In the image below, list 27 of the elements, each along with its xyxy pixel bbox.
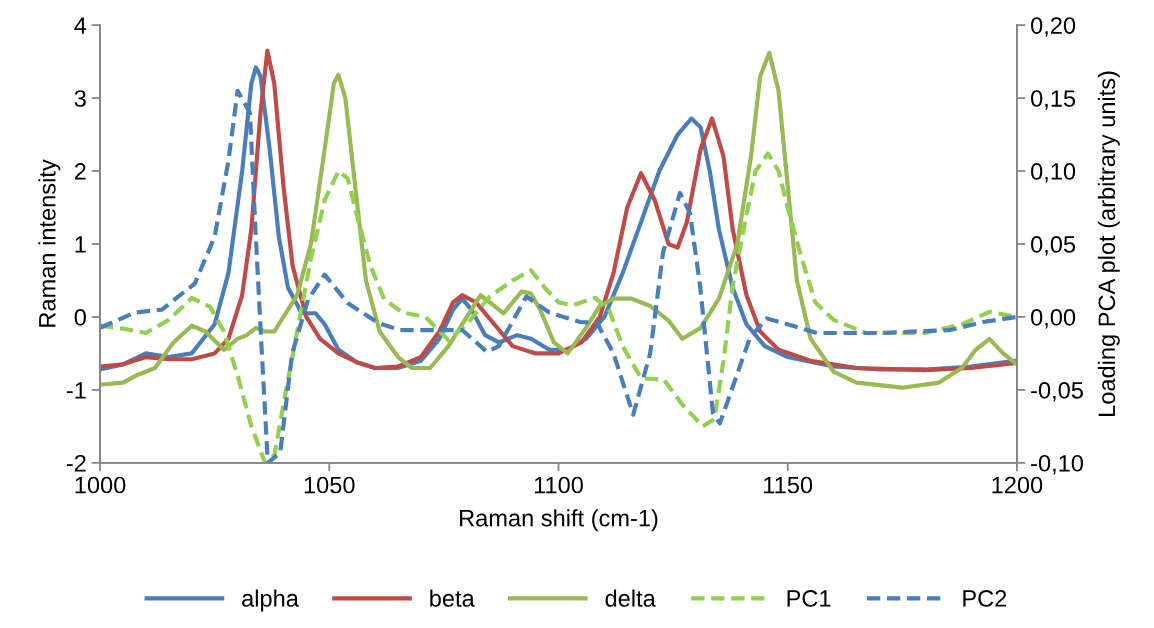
y2-tick-label: 0,05 bbox=[1031, 236, 1076, 256]
y2-tick-label: 0,10 bbox=[1031, 163, 1076, 183]
y-tick-label: -2 bbox=[66, 454, 86, 472]
y-tick-label: 4 bbox=[74, 17, 87, 34]
y2-axis-title: Loading PCA plot (arbitrary units) bbox=[1097, 71, 1120, 416]
y-tick-label: 1 bbox=[75, 236, 86, 253]
legend-label: delta bbox=[605, 589, 656, 607]
x-tick-label: 1100 bbox=[534, 476, 583, 494]
x-tick-label: 1000 bbox=[75, 476, 126, 494]
y2-tick-label: -0,05 bbox=[1031, 381, 1083, 402]
y-tick-label: -1 bbox=[66, 382, 86, 399]
y2-tick-label: 0,20 bbox=[1031, 17, 1076, 37]
legend-label: beta bbox=[430, 589, 475, 607]
y-tick-label: 0 bbox=[74, 309, 86, 326]
x-tick-label: 1150 bbox=[764, 476, 813, 494]
y2-tick-label: 0,00 bbox=[1031, 309, 1076, 329]
x-tick-label: 1050 bbox=[304, 476, 355, 494]
y-tick-label: 3 bbox=[74, 90, 86, 107]
legend-label: PC1 bbox=[787, 590, 831, 607]
legend-label: PC2 bbox=[963, 590, 1007, 607]
y2-tick-label: -0,10 bbox=[1031, 454, 1083, 475]
y-axis-title: Raman intensity bbox=[38, 159, 61, 327]
x-axis-title: Raman shift (cm-1) bbox=[460, 509, 658, 532]
y-tick-label: 2 bbox=[74, 163, 86, 180]
legend-label: alpha bbox=[242, 589, 299, 612]
x-tick-label: 1200 bbox=[992, 476, 1043, 494]
y2-tick-label: 0,15 bbox=[1031, 90, 1076, 110]
